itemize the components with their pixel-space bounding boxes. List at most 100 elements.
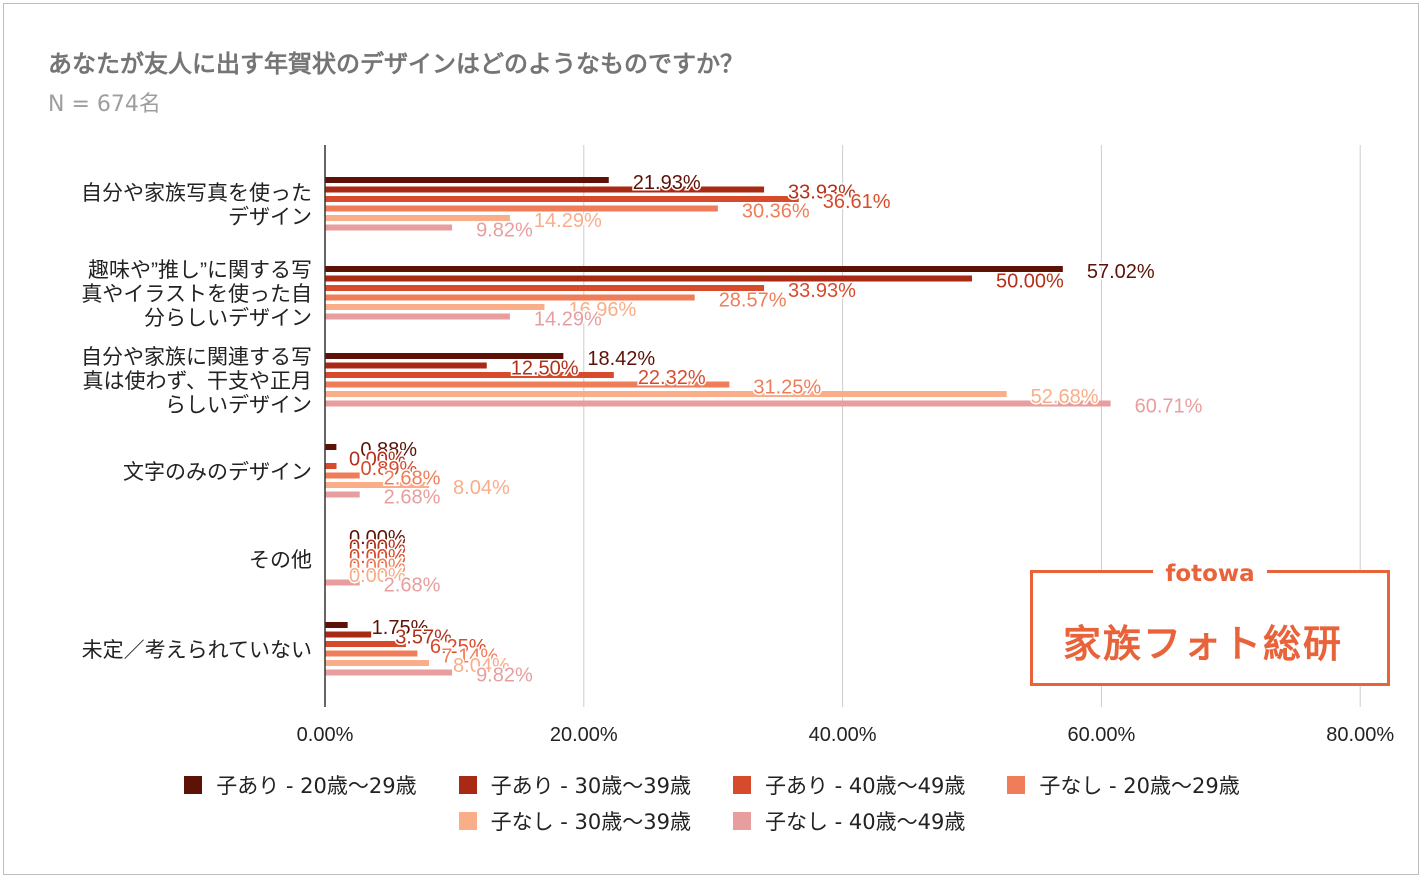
data-label: 30.36% (742, 201, 810, 223)
legend-item: 子あり - 30歳〜39歳 (458, 770, 691, 800)
category-label: 未定／考えられていない (82, 639, 312, 662)
legend-label: 子あり - 30歳〜39歳 (490, 774, 691, 798)
category-label: らしいデザイン (165, 394, 312, 417)
legend-swatch (184, 776, 203, 794)
bar (325, 205, 718, 212)
bar (325, 313, 510, 320)
data-label: 0.00% (349, 556, 406, 578)
bar (325, 669, 453, 676)
category-label: 分らしいデザイン (144, 307, 312, 330)
data-label: 8.04% (453, 655, 510, 677)
legend-row: 子あり - 20歳〜29歳 子あり - 30歳〜39歳 子あり - 40歳〜49歳 子… (0, 770, 1424, 800)
category-label: 自分や家族に関連する写 (81, 346, 312, 369)
data-label: 0.00% (349, 449, 406, 471)
logo-name: 家族フォト総研 (1063, 622, 1344, 666)
data-label: 50.00% (996, 271, 1064, 293)
bar (325, 275, 972, 282)
data-label: 31.25% (753, 377, 821, 399)
legend-item: 子あり - 20歳〜29歳 (184, 770, 417, 800)
data-label: 7.14% (441, 646, 498, 668)
category-label: 文字のみのデザイン (123, 461, 312, 484)
legend-label: 子なし - 30歳〜39歳 (490, 810, 691, 834)
legend-label: 子なし - 20歳〜29歳 (1039, 774, 1240, 798)
legend-swatch (458, 776, 477, 794)
bar (325, 294, 695, 301)
legend-swatch (458, 812, 477, 830)
chart-subtitle: N = 674名 (48, 92, 161, 117)
data-label: 0.89% (361, 458, 418, 480)
fotowa-logo: fotowa 家族フォト総研 (1030, 561, 1390, 686)
bar (325, 631, 372, 638)
logo-brand: fotowa (1153, 561, 1267, 587)
data-label: 14.29% (534, 210, 602, 232)
bar (325, 304, 545, 310)
bar (325, 177, 609, 183)
bar (325, 196, 799, 202)
data-label: 57.02% (1087, 261, 1155, 283)
data-label: 33.93% (788, 280, 856, 302)
x-tick-label: 0.00% (297, 724, 354, 746)
bar (325, 579, 360, 586)
data-label: 36.61% (823, 191, 891, 213)
legend: 子あり - 20歳〜29歳 子あり - 30歳〜39歳 子あり - 40歳〜49歳子… (0, 770, 1424, 842)
bar (325, 444, 337, 450)
category-label: 真やイラストを使った自 (81, 283, 312, 306)
legend-item: 子なし - 30歳〜39歳 (458, 806, 691, 836)
category-label: 真は使わず、干支や正月 (82, 370, 312, 393)
data-label: 0.00% (349, 537, 406, 559)
data-label: 18.42% (587, 348, 655, 370)
data-label: 0.00% (349, 565, 406, 587)
bar (325, 266, 1063, 272)
bar (325, 482, 430, 488)
data-label: 28.57% (719, 290, 787, 312)
bar (325, 372, 614, 378)
legend-label: 子あり - 40歳〜49歳 (765, 774, 966, 798)
category-label: その他 (249, 549, 312, 572)
data-label: 2.68% (384, 468, 441, 490)
bar (325, 353, 564, 359)
category-label: デザイン (228, 206, 312, 229)
legend-swatch (1007, 776, 1026, 794)
legend-label: 子なし - 40歳〜49歳 (765, 810, 966, 834)
chart-frame (3, 3, 1419, 875)
x-tick-label: 80.00% (1326, 724, 1394, 746)
legend-item: 子あり - 40歳〜49歳 (733, 770, 965, 800)
bar (325, 362, 487, 369)
x-tick-label: 20.00% (550, 724, 618, 746)
data-label: 6.25% (430, 636, 487, 658)
data-label: 9.82% (476, 665, 533, 687)
legend-swatch (733, 776, 751, 794)
bar (325, 491, 360, 498)
data-label: 1.75% (372, 617, 429, 639)
category-label: 趣味や”推し”に関する写 (88, 259, 312, 282)
bar (325, 186, 765, 193)
data-label: 2.68% (384, 575, 441, 597)
bar (325, 215, 510, 221)
data-label: 9.82% (476, 220, 533, 242)
data-label: 12.50% (511, 358, 579, 380)
data-label: 0.00% (349, 527, 406, 549)
data-label: 2.68% (384, 487, 441, 509)
bar (325, 285, 765, 291)
data-label: 0.00% (349, 546, 406, 568)
chart-title: あなたが友人に出す年賀状のデザインはどのようなものですか？ (48, 50, 744, 78)
legend-item: 子なし - 20歳〜29歳 (1007, 770, 1240, 800)
legend-item: 子なし - 40歳〜49歳 (733, 806, 965, 836)
data-label: 3.57% (395, 627, 452, 649)
data-label: 21.93% (633, 172, 701, 194)
category-label: 自分や家族写真を使った (81, 182, 312, 205)
data-label: 60.71% (1135, 396, 1203, 418)
bar (325, 391, 1007, 397)
data-label: 0.88% (360, 439, 417, 461)
legend-swatch (733, 812, 751, 830)
bar (325, 224, 453, 231)
bar (325, 463, 337, 469)
bar (325, 622, 348, 628)
bar (325, 381, 730, 388)
data-label: 22.32% (638, 367, 706, 389)
bar (325, 400, 1111, 407)
legend-row: 子なし - 30歳〜39歳 子なし - 40歳〜49歳 (0, 806, 1424, 836)
data-label: 14.29% (534, 309, 602, 331)
data-label: 33.93% (788, 182, 856, 204)
